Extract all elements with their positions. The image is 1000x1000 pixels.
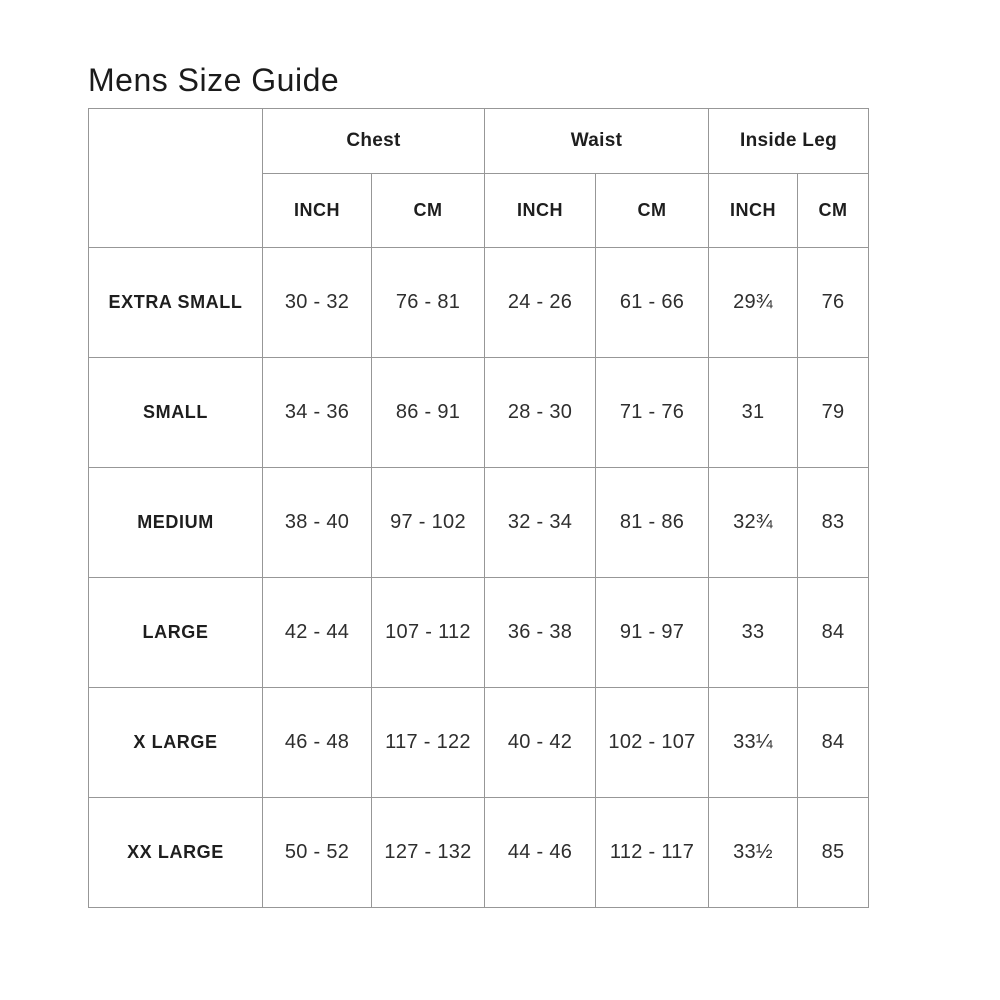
cell-waist-inch: 36 - 38 — [484, 577, 596, 688]
cell-waist-cm: 91 - 97 — [595, 577, 709, 688]
cell-leg-cm: 85 — [797, 797, 869, 908]
row-label: LARGE — [88, 577, 263, 688]
row-label: EXTRA SMALL — [88, 247, 263, 358]
row-label: SMALL — [88, 357, 263, 468]
group-header-chest: Chest — [262, 108, 485, 174]
table-row-x-large: X LARGE 46 - 48 117 - 122 40 - 42 102 - … — [88, 687, 869, 798]
unit-header-waist-cm: CM — [595, 173, 709, 248]
cell-chest-inch: 42 - 44 — [262, 577, 372, 688]
cell-chest-inch: 34 - 36 — [262, 357, 372, 468]
cell-chest-inch: 30 - 32 — [262, 247, 372, 358]
unit-header-row: INCH CM INCH CM INCH CM — [89, 173, 869, 248]
row-label: X LARGE — [88, 687, 263, 798]
cell-chest-inch: 50 - 52 — [262, 797, 372, 908]
unit-header-leg-cm: CM — [797, 173, 869, 248]
size-guide-table: Chest Waist Inside Leg INCH CM INCH CM I… — [88, 108, 869, 908]
row-label: MEDIUM — [88, 467, 263, 578]
cell-chest-cm: 117 - 122 — [371, 687, 485, 798]
table-row-extra-small: EXTRA SMALL 30 - 32 76 - 81 24 - 26 61 -… — [88, 247, 869, 358]
group-header-waist: Waist — [484, 108, 709, 174]
cell-leg-inch: 32¾ — [708, 467, 798, 578]
cell-leg-cm: 76 — [797, 247, 869, 358]
group-header-inside-leg: Inside Leg — [708, 108, 869, 174]
table-row-medium: MEDIUM 38 - 40 97 - 102 32 - 34 81 - 86 … — [88, 467, 869, 578]
cell-waist-inch: 40 - 42 — [484, 687, 596, 798]
cell-leg-inch: 29¾ — [708, 247, 798, 358]
cell-chest-cm: 107 - 112 — [371, 577, 485, 688]
cell-leg-cm: 79 — [797, 357, 869, 468]
unit-header-chest-cm: CM — [371, 173, 485, 248]
cell-chest-inch: 38 - 40 — [262, 467, 372, 578]
cell-chest-cm: 76 - 81 — [371, 247, 485, 358]
cell-waist-cm: 71 - 76 — [595, 357, 709, 468]
cell-leg-inch: 33¼ — [708, 687, 798, 798]
cell-waist-inch: 32 - 34 — [484, 467, 596, 578]
cell-chest-cm: 97 - 102 — [371, 467, 485, 578]
cell-leg-inch: 31 — [708, 357, 798, 468]
cell-leg-inch: 33½ — [708, 797, 798, 908]
cell-waist-inch: 44 - 46 — [484, 797, 596, 908]
cell-leg-inch: 33 — [708, 577, 798, 688]
cell-waist-inch: 28 - 30 — [484, 357, 596, 468]
row-label: XX LARGE — [88, 797, 263, 908]
cell-waist-cm: 61 - 66 — [595, 247, 709, 358]
cell-waist-inch: 24 - 26 — [484, 247, 596, 358]
table-row-small: SMALL 34 - 36 86 - 91 28 - 30 71 - 76 31… — [88, 357, 869, 468]
cell-chest-inch: 46 - 48 — [262, 687, 372, 798]
page-title: Mens Size Guide — [88, 62, 340, 98]
unit-header-chest-inch: INCH — [262, 173, 372, 248]
group-header-row: Chest Waist Inside Leg — [88, 108, 869, 248]
table-row-xx-large: XX LARGE 50 - 52 127 - 132 44 - 46 112 -… — [88, 797, 869, 908]
corner-cell — [88, 108, 263, 248]
unit-header-leg-inch: INCH — [708, 173, 798, 248]
table-row-large: LARGE 42 - 44 107 - 112 36 - 38 91 - 97 … — [88, 577, 869, 688]
cell-leg-cm: 83 — [797, 467, 869, 578]
cell-chest-cm: 127 - 132 — [371, 797, 485, 908]
cell-waist-cm: 112 - 117 — [595, 797, 709, 908]
cell-chest-cm: 86 - 91 — [371, 357, 485, 468]
cell-leg-cm: 84 — [797, 687, 869, 798]
cell-waist-cm: 102 - 107 — [595, 687, 709, 798]
cell-waist-cm: 81 - 86 — [595, 467, 709, 578]
cell-leg-cm: 84 — [797, 577, 869, 688]
unit-header-waist-inch: INCH — [484, 173, 596, 248]
